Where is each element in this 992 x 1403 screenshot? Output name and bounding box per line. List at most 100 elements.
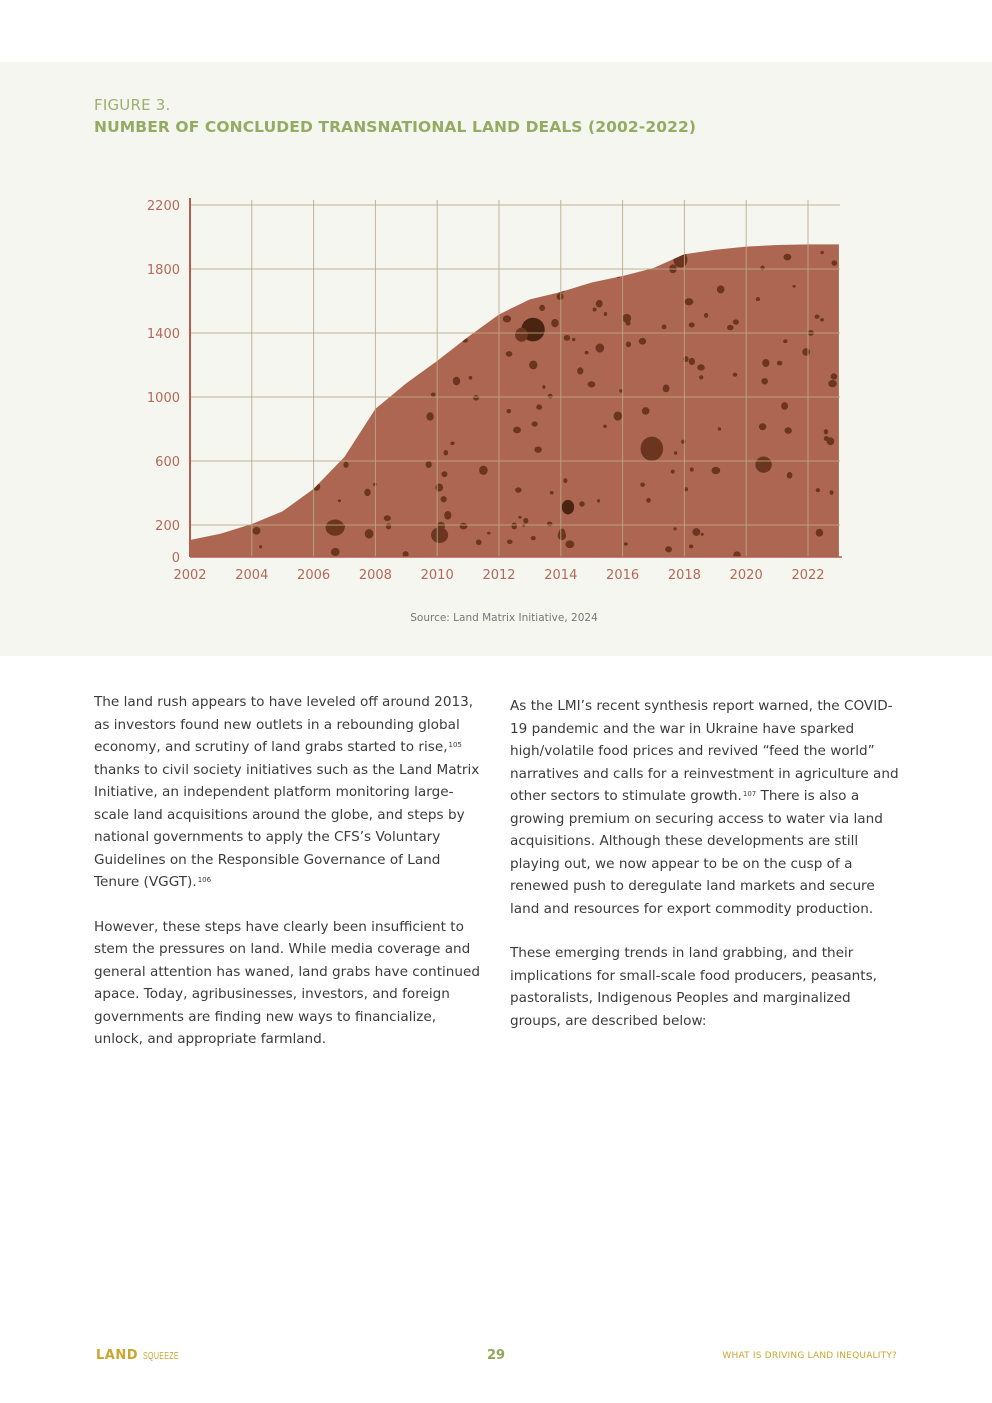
texture-spot [277, 308, 282, 313]
x-tick-label: 2016 [606, 568, 639, 583]
figure-source: Source: Land Matrix Initiative, 2024 [410, 612, 598, 624]
texture-spot [192, 277, 200, 285]
texture-spot [245, 244, 253, 245]
texture-spot [191, 342, 198, 347]
texture-spot [284, 342, 289, 347]
texture-spot [619, 389, 624, 393]
texture-spot [440, 283, 446, 289]
texture-spot [700, 532, 704, 536]
texture-spot [340, 304, 345, 310]
texture-spot [673, 251, 688, 268]
body-column-left: The land rush appears to have leveled of… [94, 691, 486, 1073]
texture-spot [441, 471, 448, 478]
texture-spot [487, 531, 491, 535]
texture-spot [502, 315, 512, 323]
texture-spot [783, 339, 788, 344]
texture-spot [556, 293, 564, 300]
texture-spot [570, 245, 575, 250]
texture-spot [259, 454, 264, 459]
paragraph-text: There is also a growing premium on secur… [510, 788, 883, 917]
texture-spot [280, 231, 285, 236]
texture-spot [253, 381, 263, 391]
texture-spot [699, 375, 704, 380]
texture-spot [643, 244, 667, 267]
y-tick-label: 1800 [147, 263, 180, 278]
texture-spot [462, 338, 468, 343]
texture-spot [688, 357, 696, 366]
texture-spot [191, 479, 209, 496]
texture-spot [475, 539, 482, 546]
texture-spot [440, 231, 447, 239]
texture-spot [474, 251, 480, 256]
texture-spot [638, 337, 647, 345]
texture-spot [579, 501, 585, 507]
y-tick-label: 0 [172, 551, 180, 566]
x-tick-label: 2006 [297, 568, 330, 583]
footnote-ref[interactable]: 105 [448, 741, 462, 749]
texture-spot [539, 304, 546, 312]
texture-spot [256, 244, 261, 249]
texture-spot [417, 298, 426, 305]
texture-spot [530, 535, 536, 541]
texture-spot [385, 523, 392, 530]
texture-spot [529, 360, 538, 370]
texture-spot [764, 238, 768, 243]
texture-spot [716, 285, 725, 294]
texture-spot [546, 521, 553, 527]
texture-spot [473, 280, 482, 287]
texture-spot [596, 499, 601, 503]
texture-spot [426, 412, 434, 421]
texture-spot [370, 230, 374, 234]
texture-spot [339, 404, 344, 409]
texture-spot [674, 451, 678, 455]
texture-spot [515, 247, 523, 255]
texture-spot [592, 307, 597, 312]
texture-spot [258, 479, 263, 484]
paragraph: The land rush appears to have leveled of… [94, 691, 486, 894]
texture-spot [300, 244, 309, 246]
texture-spot [289, 383, 294, 388]
texture-spot [205, 407, 213, 417]
texture-spot [815, 528, 824, 537]
texture-spot [351, 418, 357, 426]
texture-spot [534, 446, 542, 453]
texture-spot [563, 478, 568, 484]
footnote-ref[interactable]: 107 [742, 790, 757, 798]
texture-spot [265, 307, 270, 311]
area-series [190, 244, 839, 558]
texture-spot [590, 261, 596, 269]
texture-spot [412, 273, 418, 279]
texture-spot [347, 324, 357, 332]
texture-spot [577, 367, 584, 375]
texture-spot [625, 341, 632, 348]
texture-spot [646, 497, 651, 503]
texture-spot [536, 404, 543, 410]
footer-logo: LAND SQUEEZE [96, 1348, 194, 1363]
texture-spot [733, 551, 741, 558]
texture-spot [551, 318, 559, 328]
paragraph: However, these steps have clearly been i… [94, 916, 486, 1051]
paragraph-text: As the LMI’s recent synthesis report war… [510, 698, 899, 804]
x-tick-label: 2022 [791, 568, 824, 583]
texture-spot [241, 245, 247, 250]
texture-spot [286, 321, 290, 325]
logo-land: LAND [96, 1348, 139, 1363]
texture-spot [828, 380, 837, 388]
texture-spot [758, 423, 767, 431]
body-column-right: As the LMI’s recent synthesis report war… [510, 695, 902, 1054]
texture-spot [760, 265, 765, 271]
footnote-ref[interactable]: 106 [197, 876, 212, 884]
x-tick-label: 2008 [359, 568, 392, 583]
texture-spot [697, 364, 705, 371]
texture-spot [359, 244, 365, 247]
texture-spot [230, 425, 236, 430]
texture-spot [673, 527, 677, 531]
texture-spot [402, 551, 409, 558]
texture-spot [622, 313, 632, 323]
texture-spot [584, 350, 589, 355]
texture-spot [444, 510, 452, 520]
texture-spot [252, 358, 261, 366]
texture-spot [357, 228, 364, 235]
texture-spot [505, 351, 513, 357]
texture-spot [241, 487, 248, 496]
